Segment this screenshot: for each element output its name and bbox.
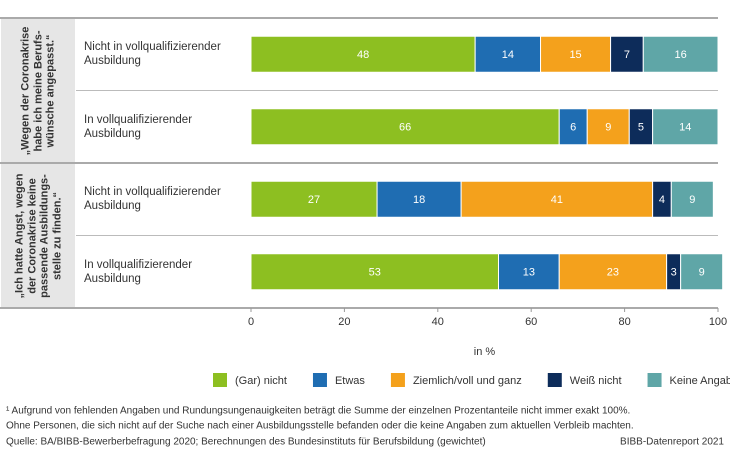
value-label: 7 [624, 49, 630, 61]
bar-segment [610, 35, 644, 73]
value-label: 6 [570, 122, 576, 134]
legend-label: (Gar) nicht [235, 375, 287, 387]
bar-segment [250, 253, 500, 291]
credit: BIBB-Datenreport 2021 [620, 437, 724, 448]
value-label: 3 [671, 267, 677, 279]
x-tick-label: 100 [709, 316, 727, 328]
bar-segment [558, 253, 668, 291]
value-label: 66 [399, 122, 411, 134]
x-tick-label: 60 [525, 316, 537, 328]
value-label: 14 [502, 49, 514, 61]
value-label: 48 [357, 49, 369, 61]
category-label: In vollqualifizierender Ausbildung [84, 113, 193, 140]
x-tick-label: 0 [248, 316, 254, 328]
value-label: 18 [413, 194, 425, 206]
bar-segment [558, 108, 588, 146]
x-tick-label: 20 [338, 316, 350, 328]
legend-swatch [547, 373, 562, 387]
x-axis-label: in % [474, 346, 496, 358]
group-label-line: habe ich meine Berufs- [31, 29, 44, 152]
bar-segment [250, 180, 378, 218]
value-label: 14 [679, 122, 691, 134]
group-label-line: „Wegen der Coronakrise [19, 26, 32, 155]
value-label: 13 [523, 267, 535, 279]
legend-label: Ziemlich/voll und ganz [413, 375, 522, 387]
value-label: 9 [699, 267, 705, 279]
value-label: 23 [607, 267, 619, 279]
group-label-line: wünsche angepasst.“ [44, 33, 57, 148]
value-label: 9 [605, 122, 611, 134]
category-label: Nicht in vollqualifizierender Ausbildung [84, 186, 221, 213]
value-label: 4 [659, 194, 665, 206]
legend-label: Weiß nicht [570, 375, 622, 387]
group-label: „Wegen der Coronakrise habe ich meine Ber… [0, 18, 76, 163]
footnote: Ohne Personen, die sich nicht auf der Su… [6, 421, 634, 432]
legend-swatch [312, 373, 327, 387]
source: Quelle: BA/BIBB-Bewerberbefragung 2020; … [6, 437, 486, 448]
bar-segment [652, 108, 719, 146]
x-tick-label: 80 [618, 316, 630, 328]
group-label-line: stelle zu finden.“ [50, 191, 63, 280]
bar-segment [670, 180, 714, 218]
value-label: 53 [369, 267, 381, 279]
legend-label: Etwas [335, 375, 365, 387]
legend-label: Keine Angabe [670, 375, 730, 387]
bar-segment [642, 35, 719, 73]
category-label: In vollqualifizierender Ausbildung [84, 258, 193, 285]
group-label-line: „Ich hatte Angst, wegen [13, 173, 25, 298]
group-label-line: passende Ausbildungs- [38, 173, 50, 298]
category-label: Nicht in vollqualifizierender Ausbildung [84, 41, 221, 68]
bar-segment [460, 180, 654, 218]
value-label: 41 [551, 194, 563, 206]
value-label: 27 [308, 194, 320, 206]
bar-segment [250, 108, 560, 146]
group-label: „Ich hatte Angst, wegen der Coronakrise k… [0, 163, 76, 308]
bar-segment [680, 253, 724, 291]
legend-swatch [390, 373, 405, 387]
bar-segment [376, 180, 462, 218]
group-label-line: der Coronakrise keine [25, 177, 38, 294]
legend-swatch [213, 373, 227, 387]
value-label: 9 [689, 194, 695, 206]
value-label: 16 [675, 49, 687, 61]
footnote: ¹ Aufgrund von fehlenden Angaben und Run… [6, 406, 630, 417]
bar-segment [250, 35, 476, 73]
bar-segment [586, 108, 630, 146]
value-label: 15 [569, 49, 581, 61]
legend-swatch [647, 373, 662, 387]
x-tick-label: 40 [432, 316, 444, 328]
value-label: 5 [638, 122, 644, 134]
group-panel [0, 162, 77, 309]
bar-segment [498, 253, 560, 291]
